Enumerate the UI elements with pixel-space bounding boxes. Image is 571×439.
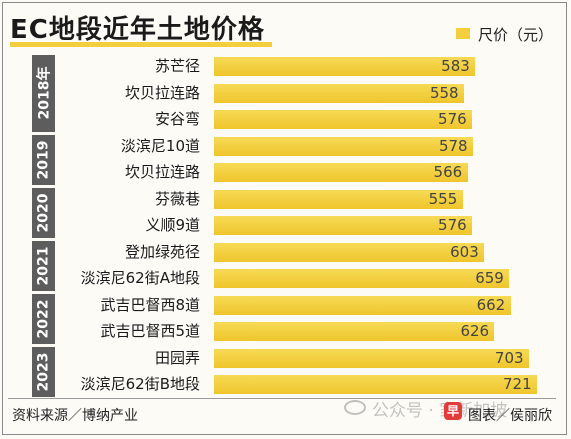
bar xyxy=(214,348,529,368)
category-label: 坎贝拉连路 xyxy=(124,83,200,102)
bar xyxy=(214,57,476,76)
category-label: 淡滨尼62街A地段 xyxy=(80,269,200,287)
data-label: 626 xyxy=(460,322,490,340)
category-label: 田园弄 xyxy=(154,348,200,367)
watermark: 公众号 · 家新加坡 xyxy=(344,393,507,423)
bar xyxy=(214,83,464,103)
category-label: 义顺9道 xyxy=(145,216,200,234)
data-label: 703 xyxy=(494,348,524,367)
source-note: 资料来源／博纳产业 xyxy=(12,408,138,424)
category-label: 武吉巴督西8道 xyxy=(100,295,200,314)
data-label: 721 xyxy=(503,375,532,393)
bar xyxy=(214,136,473,156)
bar xyxy=(214,269,510,288)
category-label: 苏芒径 xyxy=(154,57,200,75)
credit-note: 图表／侯丽欣 xyxy=(468,408,552,424)
zaobao-logo-icon: 早 xyxy=(444,402,462,420)
data-label: 583 xyxy=(441,57,470,75)
footer-divider xyxy=(8,398,556,399)
year-group-label: 2023 xyxy=(32,346,55,397)
category-label: 淡滨尼10道 xyxy=(120,136,200,155)
bar xyxy=(214,375,537,394)
wechat-icon xyxy=(344,400,366,415)
category-label: 坎贝拉连路 xyxy=(124,163,200,181)
bar xyxy=(214,110,473,129)
chart-title: EC地段近年土地价格 xyxy=(10,15,265,45)
bar xyxy=(214,189,463,209)
category-label: 安谷弯 xyxy=(154,110,200,128)
chart-frame xyxy=(2,2,567,435)
year-group-label: 2021 xyxy=(32,240,55,291)
data-label: 558 xyxy=(429,83,459,102)
watermark-text: 公众号 · 家新加坡 xyxy=(372,401,508,421)
bar xyxy=(214,242,485,262)
year-group-label: 2022 xyxy=(32,293,55,344)
bar xyxy=(214,295,511,315)
title-underline xyxy=(10,42,272,47)
data-label: 555 xyxy=(428,189,458,208)
category-label: 芬薇巷 xyxy=(154,189,200,208)
category-label: 淡滨尼62街B地段 xyxy=(80,375,200,393)
data-label: 662 xyxy=(476,295,506,314)
year-group-label: 2020 xyxy=(32,187,55,238)
bar xyxy=(214,216,473,235)
data-label: 576 xyxy=(438,216,467,234)
year-group-label: 2019 xyxy=(32,134,55,185)
category-label: 登加绿苑径 xyxy=(124,242,200,261)
data-label: 566 xyxy=(433,163,463,181)
category-label: 武吉巴督西5道 xyxy=(100,322,200,340)
bar xyxy=(214,322,495,341)
year-group-label: 2018年 xyxy=(32,55,55,132)
bar xyxy=(214,163,468,182)
data-label: 659 xyxy=(475,269,504,287)
data-label: 578 xyxy=(438,136,468,155)
legend-label: 尺价（元） xyxy=(478,26,554,44)
data-label: 576 xyxy=(438,110,467,128)
data-label: 603 xyxy=(450,242,479,261)
legend-swatch xyxy=(456,28,470,39)
